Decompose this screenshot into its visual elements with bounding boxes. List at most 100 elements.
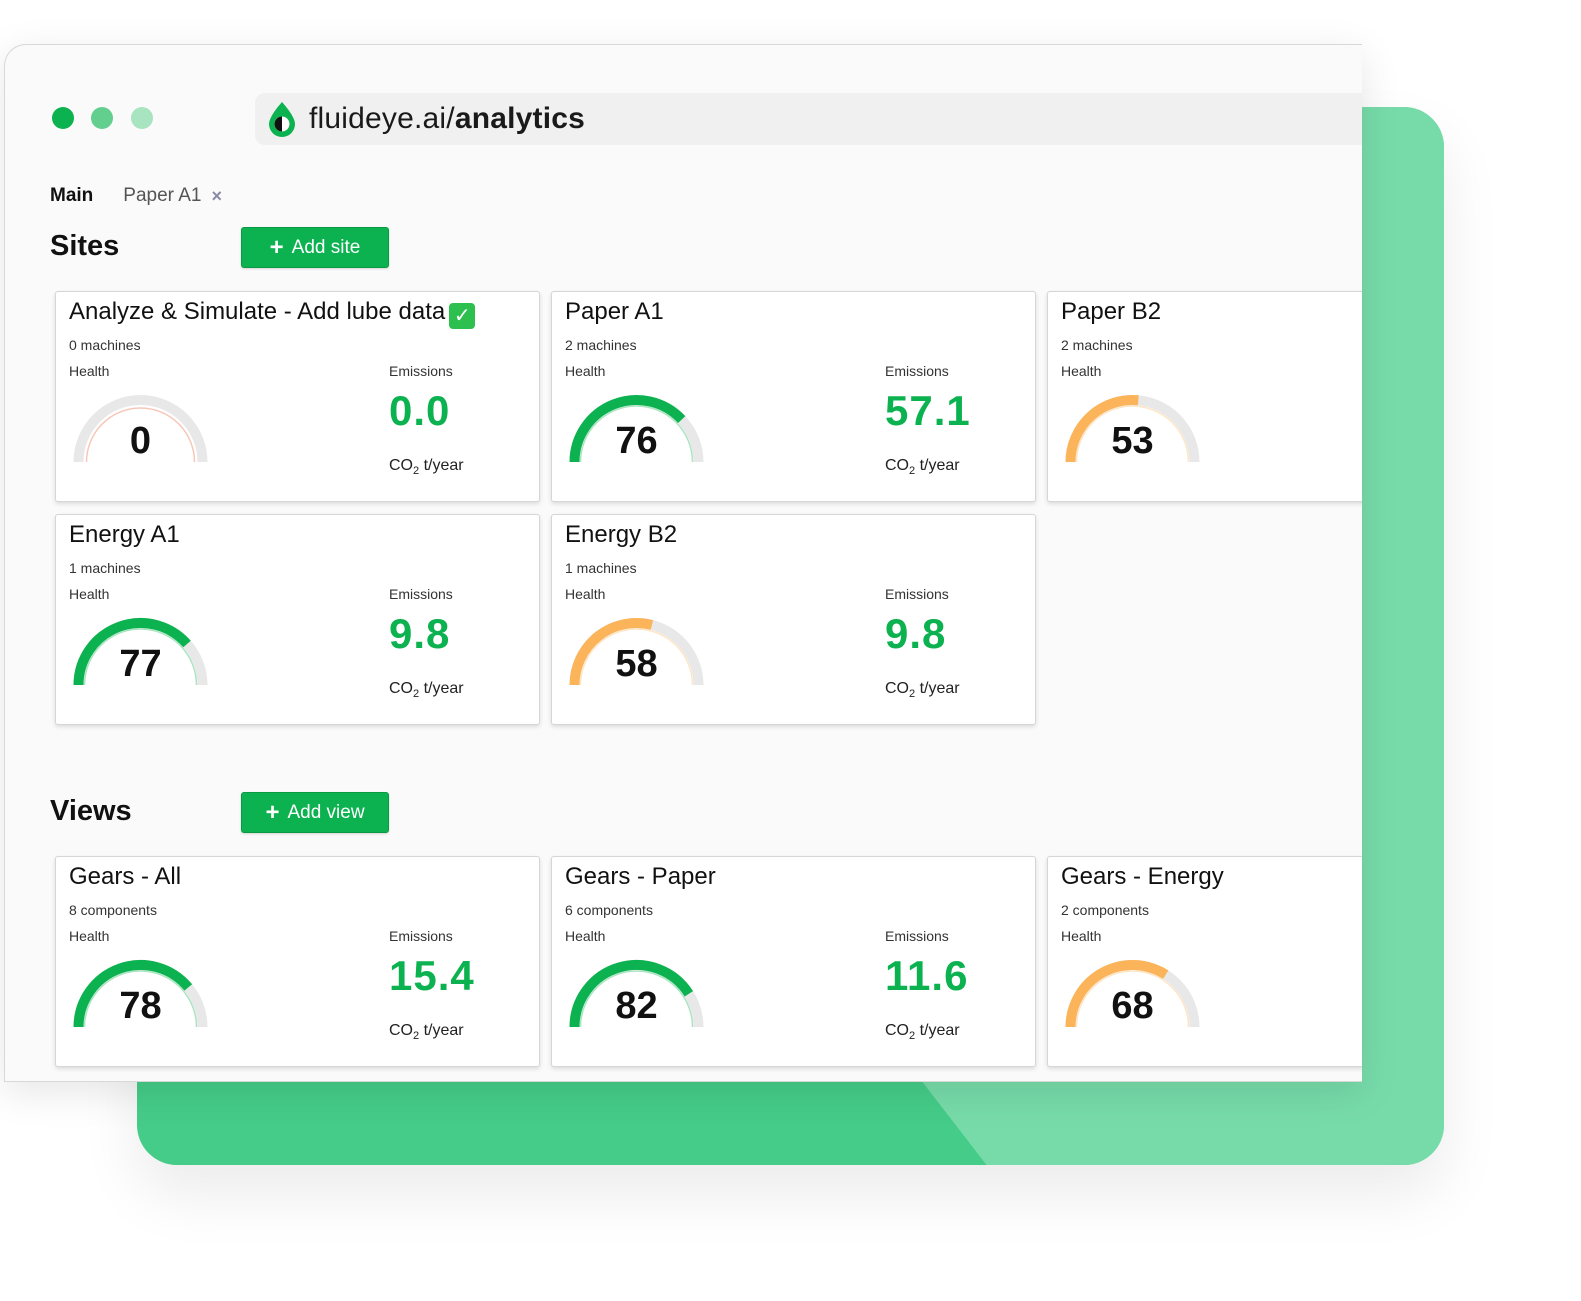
view-card[interactable]: Gears - Paper 6 components Health 82 Emis… [551, 856, 1036, 1067]
health-gauge [569, 395, 704, 463]
url-path: analytics [454, 102, 586, 135]
unit-rest: t/year [915, 457, 960, 474]
health-value: 0 [129, 420, 152, 462]
emissions-value: 0.0 [389, 387, 451, 434]
health-label: Health [1061, 928, 1102, 944]
emissions-unit: CO2 t/year [885, 1022, 960, 1042]
card-count: 2 machines [565, 337, 637, 353]
unit-subscript: 2 [909, 1030, 916, 1043]
add-site-button[interactable]: + Add site [241, 227, 389, 268]
unit-rest: t/year [915, 680, 960, 697]
card-title-text: Analyze & Simulate - Add lube data [69, 298, 446, 325]
tab-paper-a1[interactable]: Paper A1 [123, 185, 202, 206]
emissions-unit: CO2 t/year [389, 457, 464, 477]
view-card[interactable]: Gears - All 8 components Health 78 Emissi… [55, 856, 540, 1067]
card-count: 0 machines [69, 337, 141, 353]
url-text: fluideye.ai/analytics [309, 102, 585, 136]
site-card[interactable]: Energy A1 1 machines Health 77 Emissions … [55, 514, 540, 725]
unit-co: CO [389, 680, 413, 697]
health-gauge [73, 960, 208, 1028]
health-gauge [73, 618, 208, 686]
card-title: Gears - Energy [1061, 863, 1224, 891]
card-title: Paper A1 [565, 298, 664, 326]
emissions-value: 9.8 [885, 610, 947, 657]
card-title-text: Energy B2 [565, 521, 678, 548]
emissions-unit: CO2 t/year [389, 680, 464, 700]
card-title: Gears - Paper [565, 863, 716, 891]
health-gauge [569, 960, 704, 1028]
card-count: 8 components [69, 902, 157, 918]
emissions-value: 11.6 [885, 952, 969, 999]
health-value: 78 [119, 985, 162, 1027]
health-gauge [1065, 960, 1200, 1028]
unit-subscript: 2 [413, 465, 420, 478]
unit-rest: t/year [419, 1022, 464, 1039]
site-card[interactable]: Paper A1 2 machines Health 76 Emissions 5… [551, 291, 1036, 502]
add-site-label: Add site [291, 236, 361, 258]
unit-co: CO [389, 1022, 413, 1039]
health-value: 53 [1111, 420, 1154, 462]
card-count: 1 machines [69, 560, 141, 576]
card-title-text: Paper B2 [1061, 298, 1162, 325]
health-gauge [569, 618, 704, 686]
site-card[interactable]: Paper B2 2 machines Health 53 [1047, 291, 1362, 502]
emissions-label: Emissions [389, 363, 453, 379]
emissions-label: Emissions [885, 363, 949, 379]
card-title: Paper B2 [1061, 298, 1161, 326]
card-title-text: Gears - Paper [565, 863, 716, 890]
health-label: Health [565, 928, 606, 944]
window-maximize-dot[interactable] [131, 107, 153, 129]
health-label: Health [69, 586, 110, 602]
emissions-value: 9.8 [389, 610, 451, 657]
site-card[interactable]: Energy B2 1 machines Health 58 Emissions … [551, 514, 1036, 725]
emissions-label: Emissions [389, 928, 453, 944]
emissions-value: 57.1 [885, 387, 971, 434]
health-label: Health [69, 363, 110, 379]
card-title-text: Gears - Energy [1061, 863, 1224, 890]
card-count: 1 machines [565, 560, 637, 576]
tab-close-icon[interactable]: × [211, 185, 222, 206]
add-view-label: Add view [287, 801, 365, 823]
emissions-label: Emissions [389, 586, 453, 602]
emissions-value: 15.4 [389, 952, 475, 999]
health-gauge [1065, 395, 1200, 463]
unit-rest: t/year [915, 1022, 960, 1039]
health-value: 76 [615, 420, 658, 462]
emissions-label: Emissions [885, 586, 949, 602]
health-label: Health [565, 363, 606, 379]
site-card[interactable]: Analyze & Simulate - Add lube data ✓ 0 ma… [55, 291, 540, 502]
card-count: 2 machines [1061, 337, 1133, 353]
card-count: 6 components [565, 902, 653, 918]
unit-subscript: 2 [909, 688, 916, 701]
health-gauge [73, 395, 208, 463]
window-close-dot[interactable] [52, 107, 74, 129]
card-title-text: Energy A1 [69, 521, 180, 548]
card-title: Energy B2 [565, 521, 677, 549]
card-title-text: Paper A1 [565, 298, 664, 325]
unit-co: CO [389, 457, 413, 474]
card-title-text: Gears - All [69, 863, 182, 890]
health-value: 58 [615, 643, 658, 685]
emissions-unit: CO2 t/year [389, 1022, 464, 1042]
health-value: 82 [615, 985, 658, 1027]
emissions-unit: CO2 t/year [885, 680, 960, 700]
health-value: 68 [1111, 985, 1154, 1027]
card-title: Gears - All [69, 863, 181, 891]
window-minimize-dot[interactable] [91, 107, 113, 129]
checkmark-icon: ✓ [449, 303, 476, 329]
card-title: Energy A1 [69, 521, 180, 549]
plus-icon: + [265, 798, 280, 826]
tab-bar: Main Paper A1 × [50, 185, 222, 207]
unit-subscript: 2 [413, 688, 420, 701]
view-card[interactable]: Gears - Energy 2 components Health 68 [1047, 856, 1362, 1067]
views-heading: Views [50, 795, 132, 827]
tab-main[interactable]: Main [50, 185, 94, 206]
unit-rest: t/year [419, 457, 464, 474]
unit-subscript: 2 [413, 1030, 420, 1043]
address-bar[interactable]: fluideye.ai/analytics [255, 93, 1362, 145]
card-count: 2 components [1061, 902, 1149, 918]
unit-co: CO [885, 457, 909, 474]
unit-rest: t/year [419, 680, 464, 697]
add-view-button[interactable]: + Add view [241, 792, 389, 833]
health-value: 77 [119, 643, 162, 685]
